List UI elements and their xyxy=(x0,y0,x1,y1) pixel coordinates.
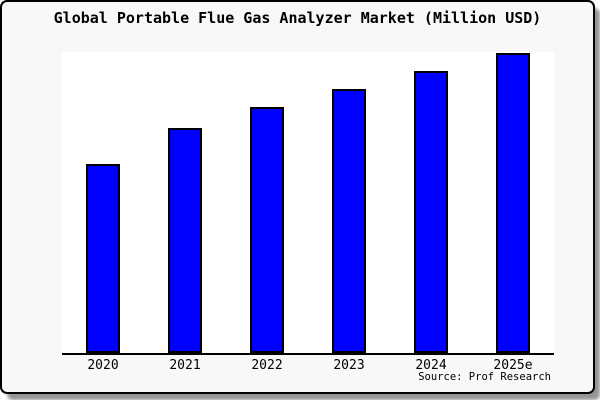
bar-2022 xyxy=(250,107,284,353)
bar-2021 xyxy=(168,128,202,353)
chart-card: Global Portable Flue Gas Analyzer Market… xyxy=(0,0,595,394)
x-tick-label-2023: 2023 xyxy=(333,358,365,373)
source-note: Source: Prof Research xyxy=(418,371,551,383)
chart-title: Global Portable Flue Gas Analyzer Market… xyxy=(53,9,542,27)
bar-2020 xyxy=(86,164,120,353)
bar-2025e xyxy=(496,53,530,353)
bar-2023 xyxy=(332,89,366,353)
bar-2024 xyxy=(414,71,448,353)
x-tick-label-2022: 2022 xyxy=(251,358,283,373)
x-axis-tick-labels: 2020 2021 2022 2023 2024 2025e xyxy=(62,358,554,374)
x-tick-label-2024: 2024 xyxy=(415,358,447,373)
x-tick-label-2025e: 2025e xyxy=(493,358,533,373)
x-tick-label-2020: 2020 xyxy=(87,358,119,373)
x-tick-label-2021: 2021 xyxy=(169,358,201,373)
plot-area xyxy=(62,52,554,355)
